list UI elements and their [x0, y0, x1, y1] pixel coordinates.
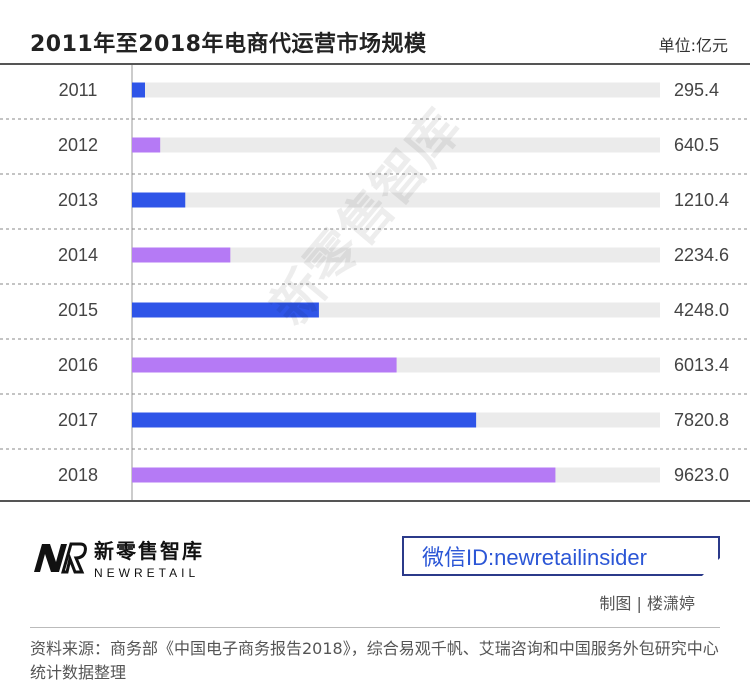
- bar: [132, 412, 477, 428]
- data-source: 资料来源：商务部《中国电子商务报告2018》，综合易观千帆、艾瑞咨询和中国服务外…: [30, 639, 719, 682]
- bar: [132, 247, 231, 263]
- bar-track: [132, 192, 660, 208]
- brand-logo: 新零售智库 NEWRETAIL: [30, 535, 204, 580]
- value-label: 640.5: [674, 135, 719, 155]
- value-label: 295.4: [674, 80, 719, 100]
- bar: [132, 137, 161, 153]
- value-label: 9623.0: [674, 465, 729, 485]
- bar-track: [132, 137, 660, 153]
- bar-track: [132, 82, 660, 98]
- category-label: 2017: [58, 410, 98, 430]
- category-label: 2012: [58, 135, 98, 155]
- category-label: 2011: [59, 80, 98, 100]
- value-label: 2234.6: [674, 245, 729, 265]
- value-label: 7820.8: [674, 410, 729, 430]
- category-label: 2015: [58, 300, 98, 320]
- bar: [132, 192, 186, 208]
- chart-title: 2011年至2018年电商代运营市场规模: [30, 32, 427, 57]
- logo-en-text: NEWRETAIL: [94, 566, 200, 580]
- category-label: 2018: [58, 465, 98, 485]
- bar: [132, 357, 397, 373]
- bar: [132, 467, 556, 483]
- value-label: 6013.4: [674, 355, 729, 375]
- bar-track: [132, 247, 660, 263]
- bar-chart: 2011 295.4 2012 640.5 2013 1210.4 2014 2234.6 20…: [0, 65, 750, 500]
- logo-cn-text: 新零售智库: [94, 539, 204, 563]
- category-label: 2014: [58, 245, 98, 265]
- value-label: 4248.0: [674, 300, 729, 320]
- bar: [132, 82, 145, 98]
- category-label: 2013: [58, 190, 98, 210]
- wechat-id-text: 微信ID:newretailinsider: [422, 545, 647, 570]
- value-label: 1210.4: [674, 190, 729, 210]
- unit-label: 单位:亿元: [658, 36, 728, 55]
- nr-logo-icon: [34, 542, 87, 573]
- top-rule: [0, 63, 750, 65]
- bottom-rule: [0, 500, 750, 502]
- category-label: 2016: [58, 355, 98, 375]
- wechat-id-box: 微信ID:newretailinsider: [402, 536, 720, 576]
- chart-credit: 制图 | 楼潇婷: [599, 594, 695, 613]
- bar: [132, 302, 319, 318]
- folded-corner-icon: [702, 558, 720, 576]
- source-rule: [30, 627, 720, 628]
